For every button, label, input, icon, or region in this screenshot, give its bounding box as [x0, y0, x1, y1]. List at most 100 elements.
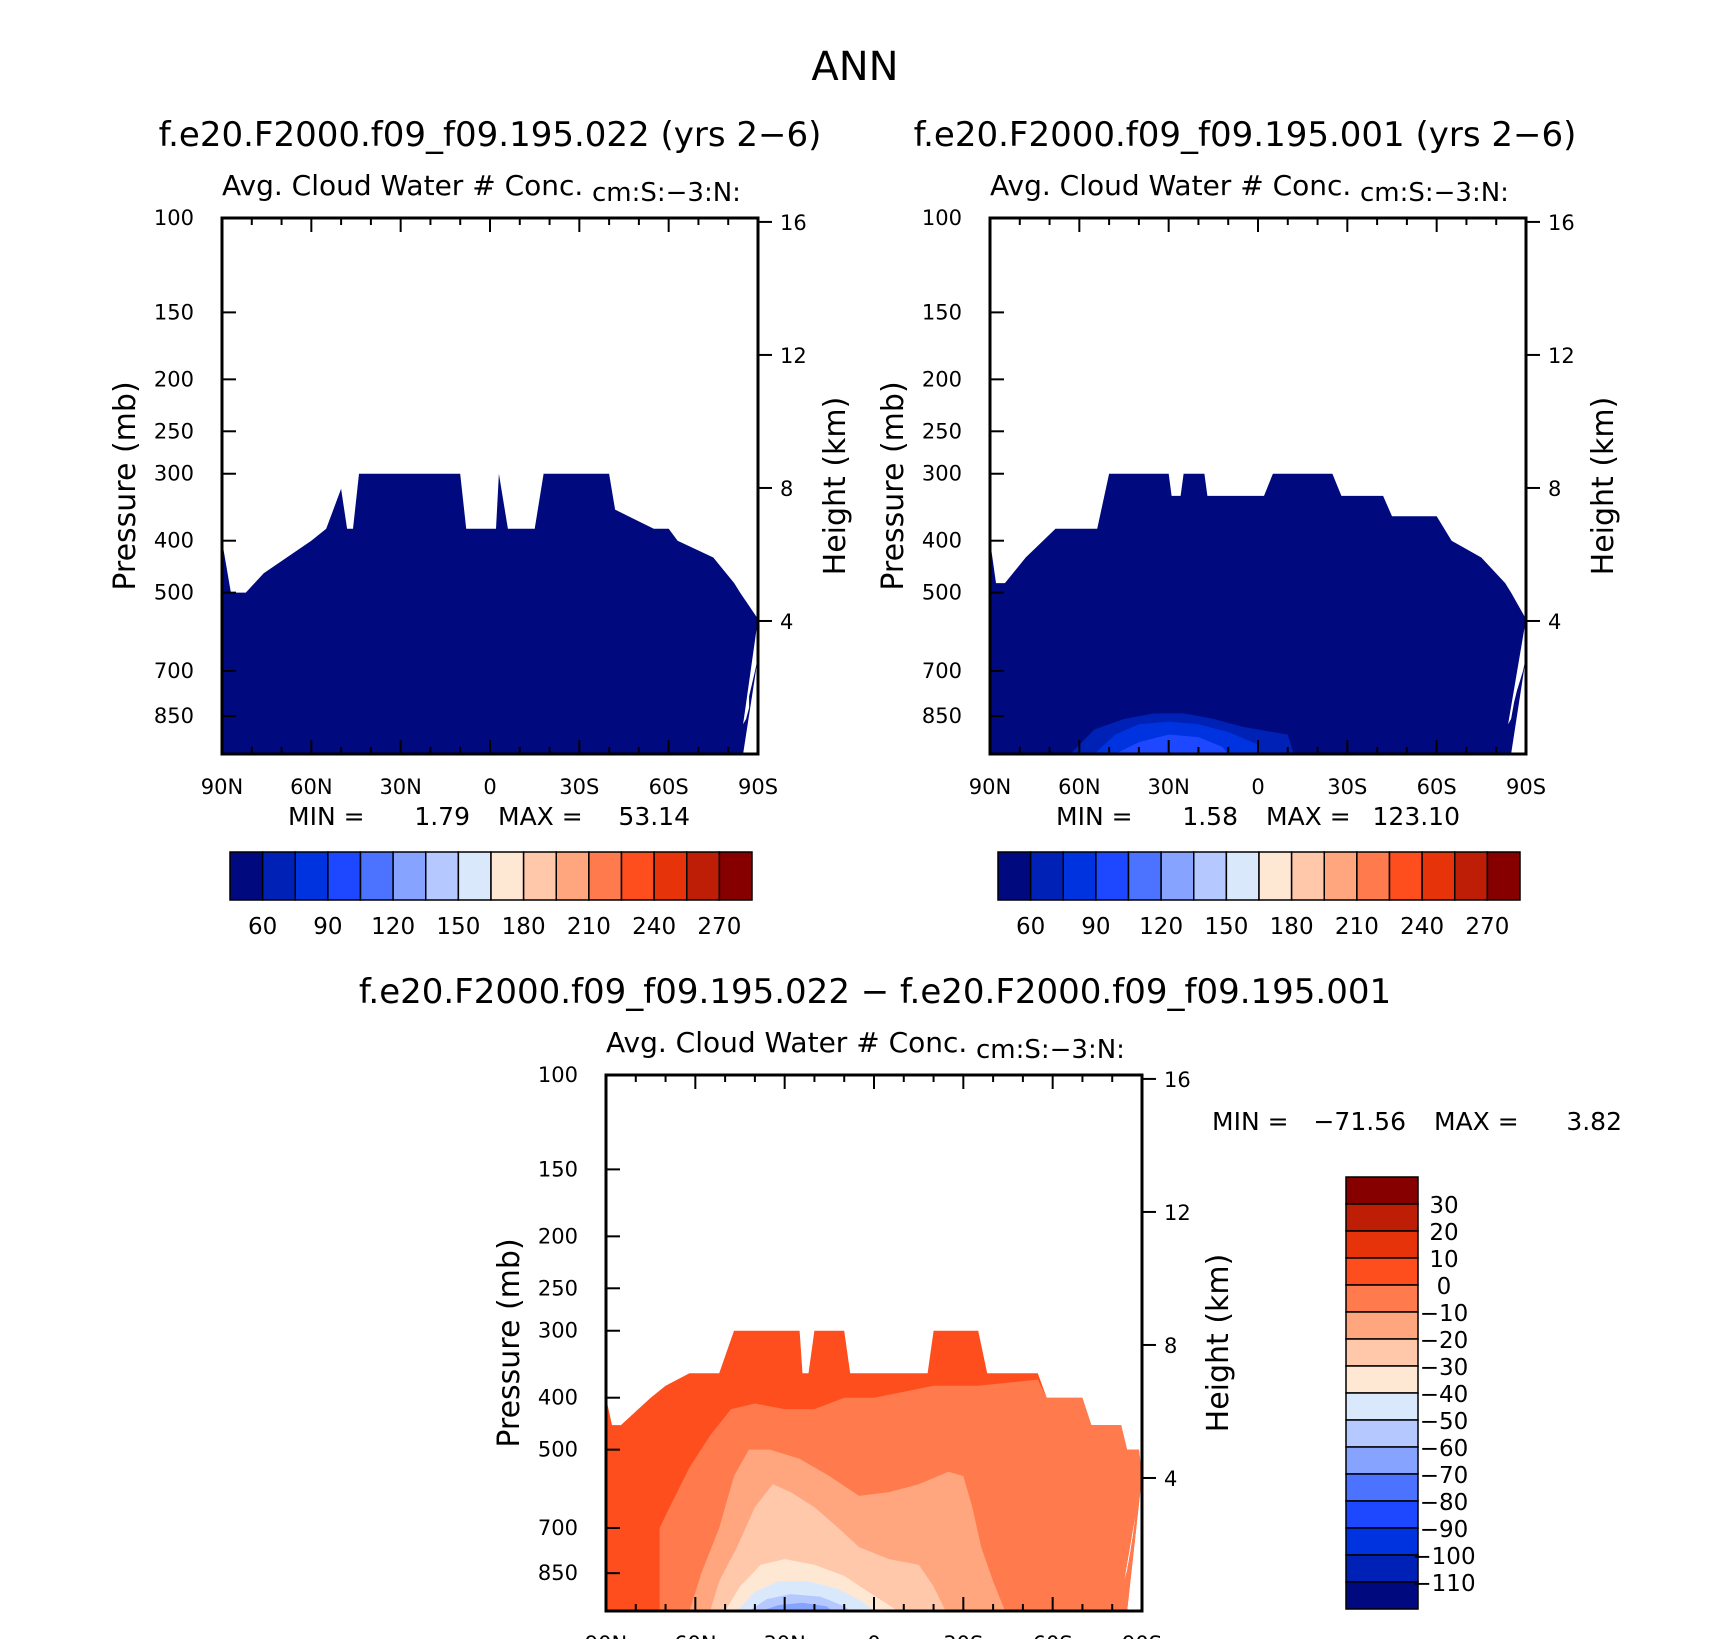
plot-area	[222, 473, 758, 754]
x-tick-label: 60N	[290, 775, 332, 799]
colorbar-swatch	[653, 851, 688, 901]
colorbar-label: −70	[1420, 1463, 1469, 1489]
x-tick-label: 0	[483, 775, 496, 799]
colorbar-swatch	[1193, 851, 1228, 901]
colorbar-label: −50	[1420, 1409, 1469, 1435]
colorbar-swatch	[229, 851, 264, 901]
x-tick-label: 90S	[738, 775, 778, 799]
colorbar-swatch	[718, 851, 753, 901]
colorbar-label: 120	[1139, 914, 1183, 940]
x-tick-label: 60S	[1033, 1632, 1073, 1639]
plot-area	[606, 1330, 1142, 1611]
y-tick-label: 300	[538, 1319, 578, 1343]
y-axis-title: Pressure (mb)	[492, 1238, 527, 1447]
y2-tick-label: 4	[1548, 610, 1561, 634]
colorbar-label: −60	[1420, 1436, 1469, 1462]
y-tick-label: 850	[922, 704, 962, 728]
x-tick-label: 90N	[585, 1632, 627, 1639]
contour-band	[1115, 734, 1229, 754]
colorbar-swatch	[1345, 1338, 1419, 1367]
colorbar-swatch	[1345, 1365, 1419, 1394]
units-label: cm:S:−3:N:	[592, 178, 741, 208]
panel-difference: f.e20.F2000.f09_f09.195.022 − f.e20.F200…	[359, 972, 1622, 1639]
stats-min-label: MIN =	[288, 802, 365, 831]
colorbar-swatch	[1127, 851, 1162, 901]
x-tick-label: 30S	[1327, 775, 1367, 799]
stats-max-label: MAX =	[498, 802, 583, 831]
y2-axis-title: Height (km)	[818, 397, 853, 576]
contour-field	[222, 473, 758, 754]
colorbar-label: 90	[1081, 914, 1110, 940]
y-tick-label: 200	[154, 367, 194, 391]
colorbar-swatch	[1345, 1500, 1419, 1529]
contour-bands	[1070, 713, 1294, 754]
y-tick-label: 400	[154, 529, 194, 553]
colorbar-label: 30	[1429, 1193, 1458, 1219]
x-tick-label: 0	[1251, 775, 1264, 799]
y-tick-label: 100	[922, 206, 962, 230]
panel-experiment: f.e20.F2000.f09_f09.195.022 (yrs 2−6) Avg…	[108, 115, 853, 940]
tick-marks	[605, 1074, 1156, 1611]
colorbar-label: −80	[1420, 1490, 1469, 1516]
colorbar-swatch	[392, 851, 427, 901]
stats-min-value: 1.79	[414, 802, 470, 831]
y-tick-label: 850	[538, 1561, 578, 1585]
y2-tick-label: 4	[780, 610, 793, 634]
colorbar-swatch	[1345, 1581, 1419, 1610]
y-axis-title: Pressure (mb)	[108, 381, 143, 590]
y-tick-label: 200	[922, 367, 962, 391]
colorbar-swatch	[1345, 1446, 1419, 1475]
colorbar-swatch	[359, 851, 394, 901]
y-tick-label: 400	[922, 529, 962, 553]
colorbar-label: 120	[371, 914, 415, 940]
y2-tick-label: 16	[780, 211, 807, 235]
colorbar-swatch	[1345, 1203, 1419, 1232]
x-tick-label: 30N	[763, 1632, 805, 1639]
y2-tick-label: 16	[1548, 211, 1575, 235]
colorbar-label: −40	[1420, 1382, 1469, 1408]
colorbar-swatch	[1345, 1230, 1419, 1259]
colorbar-label: 270	[1465, 914, 1509, 940]
colorbar-swatch	[1356, 851, 1391, 901]
x-tick-label: 30S	[943, 1632, 983, 1639]
y-tick-label: 250	[922, 419, 962, 443]
colorbar-label: 150	[436, 914, 480, 940]
y2-tick-label: 8	[1164, 1334, 1177, 1358]
colorbar-swatch	[620, 851, 655, 901]
variable-label: Avg. Cloud Water # Conc.	[606, 1026, 967, 1059]
colorbar-swatch	[1290, 851, 1325, 901]
colorbar-swatch	[1225, 851, 1260, 901]
colorbar-label: 240	[1400, 914, 1444, 940]
colorbar-swatch	[1095, 851, 1130, 901]
colorbar-swatch	[327, 851, 362, 901]
x-tick-label: 90S	[1506, 775, 1546, 799]
colorbar-swatch	[1421, 851, 1456, 901]
colorbar-swatch	[1345, 1473, 1419, 1502]
stats-min-label: MIN =	[1212, 1107, 1289, 1136]
x-tick-label: 60N	[674, 1632, 716, 1639]
stats-max-value: 123.10	[1373, 802, 1460, 831]
x-tick-label: 30N	[1147, 775, 1189, 799]
colorbar-swatch	[1345, 1527, 1419, 1556]
colorbar-swatch	[457, 851, 492, 901]
colorbar-swatch	[1454, 851, 1489, 901]
panel-title: f.e20.F2000.f09_f09.195.001 (yrs 2−6)	[914, 115, 1577, 155]
contour-field	[990, 473, 1526, 754]
colorbar-label: −20	[1420, 1328, 1469, 1354]
y-tick-label: 150	[922, 300, 962, 324]
colorbar: 3020100−10−20−30−40−50−60−70−80−90−100−1…	[1345, 1176, 1476, 1610]
stats-max-value: 3.82	[1566, 1107, 1622, 1136]
variable-label: Avg. Cloud Water # Conc.	[990, 169, 1351, 202]
stats-max-label: MAX =	[1434, 1107, 1519, 1136]
colorbar-label: 60	[1016, 914, 1045, 940]
y-tick-label: 100	[154, 206, 194, 230]
colorbar-swatch	[261, 851, 296, 901]
panel-title: f.e20.F2000.f09_f09.195.022 (yrs 2−6)	[159, 115, 822, 155]
x-tick-label: 30S	[559, 775, 599, 799]
colorbar-label: 270	[697, 914, 741, 940]
y2-axis-title: Height (km)	[1586, 397, 1621, 576]
y-tick-label: 700	[922, 659, 962, 683]
colorbar-swatch	[1160, 851, 1195, 901]
x-tick-label: 30N	[379, 775, 421, 799]
